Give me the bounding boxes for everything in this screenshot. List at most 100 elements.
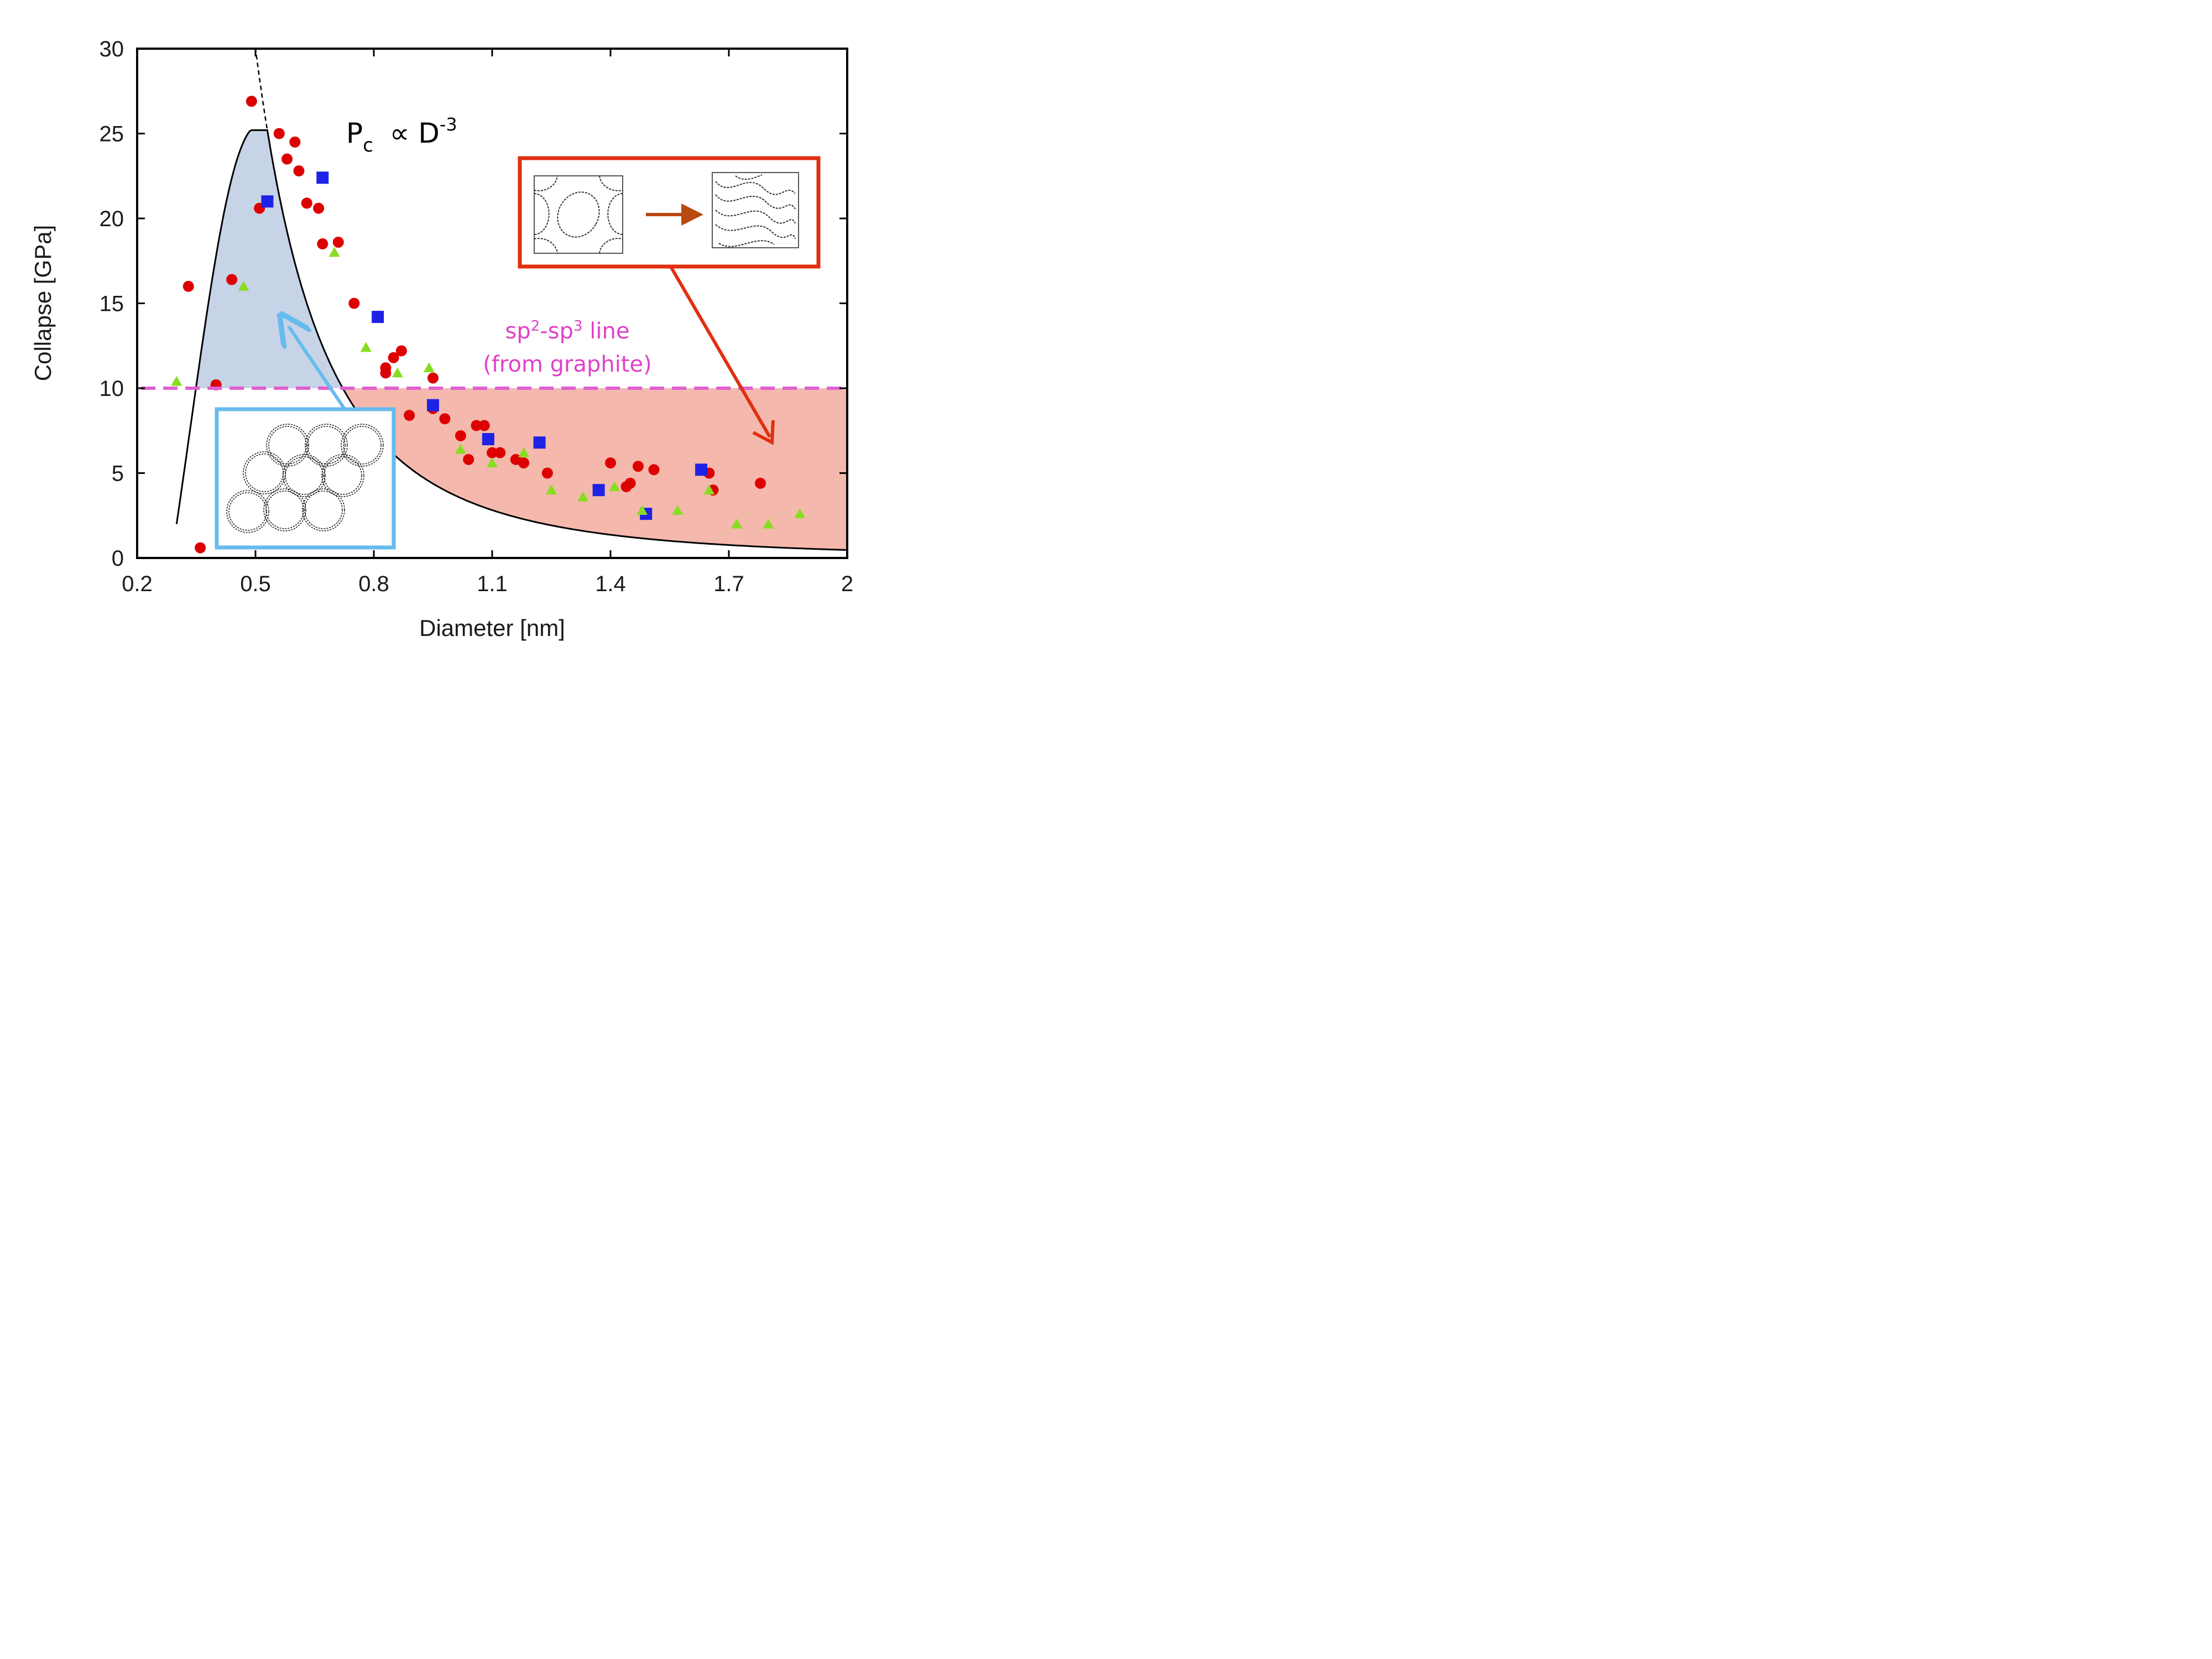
data-point-square <box>695 463 708 476</box>
lattice-ring <box>307 426 346 465</box>
data-point-triangle <box>455 444 466 454</box>
data-point-square <box>533 436 546 449</box>
lattice-ring <box>245 453 284 492</box>
x-tick-label: 1.1 <box>477 572 508 596</box>
data-point-triangle <box>423 362 435 373</box>
data-point-square <box>592 484 605 497</box>
data-point-circle <box>388 352 399 363</box>
data-point-triangle <box>487 457 498 468</box>
inset-ring-transformation <box>518 156 821 269</box>
law-superscript: -3 <box>440 114 457 135</box>
data-point-circle <box>755 477 766 489</box>
inset-red-frame <box>518 156 821 269</box>
x-tick-label: 1.7 <box>713 572 744 596</box>
data-point-triangle <box>546 484 557 495</box>
data-point-triangle <box>637 505 648 515</box>
data-point-circle <box>541 467 553 479</box>
lattice-ring-outer <box>341 424 384 467</box>
power-law-annotation: Pc ∝ D-3 <box>346 114 457 156</box>
sp-line-p2: -sp <box>540 319 573 344</box>
data-point-triangle <box>731 518 743 529</box>
data-point-circle <box>293 165 305 177</box>
data-point-circle <box>632 461 644 472</box>
shaded-region-red <box>344 388 847 550</box>
lattice-ring <box>324 456 362 495</box>
lattice-ring-outer <box>283 454 326 497</box>
rings-after-drawing <box>712 172 799 248</box>
y-tick-label: 20 <box>100 207 124 231</box>
red-arrow <box>670 267 771 438</box>
data-point-circle <box>455 430 466 441</box>
data-point-triangle <box>360 342 372 352</box>
data-point-square <box>261 195 274 208</box>
sp-line-label: sp2-sp3 line <box>505 318 630 344</box>
inset-nanotube-lattice <box>215 407 396 550</box>
data-point-triangle <box>609 481 620 492</box>
y-tick-label: 5 <box>112 462 124 486</box>
data-point-circle <box>289 136 301 148</box>
data-point-circle <box>182 280 194 292</box>
data-point-circle <box>281 153 293 165</box>
data-point-circle <box>478 420 490 431</box>
data-point-circle <box>404 410 415 421</box>
data-point-circle <box>317 238 328 250</box>
x-tick-label: 0.8 <box>358 572 389 596</box>
y-tick-label: 25 <box>100 122 124 147</box>
data-point-circle <box>380 367 392 379</box>
x-axis-label: Diameter [nm] <box>419 615 565 641</box>
data-point-circle <box>648 464 660 476</box>
data-point-triangle <box>577 491 589 502</box>
sp-line-p3: line <box>583 319 630 344</box>
y-tick-label: 15 <box>100 292 124 316</box>
law-subscript: c <box>363 134 373 156</box>
nanotube-lattice-drawing <box>226 424 384 533</box>
lattice-ring <box>268 426 307 465</box>
data-point-triangle <box>238 280 249 291</box>
data-point-circle <box>332 236 344 248</box>
data-point-circle <box>494 447 506 458</box>
lattice-ring <box>265 491 304 529</box>
data-point-square <box>482 433 494 446</box>
lattice-ring-outer <box>302 488 345 531</box>
data-point-circle <box>471 420 482 431</box>
axis-ticks <box>136 48 848 559</box>
data-point-circle <box>226 274 238 285</box>
data-point-circle <box>487 447 498 458</box>
lattice-ring-outer <box>305 424 348 467</box>
data-point-circle <box>463 453 474 465</box>
data-point-triangle <box>518 447 530 457</box>
data-point-triangle <box>392 367 403 378</box>
lattice-ring-outer <box>226 490 269 533</box>
data-point-circle <box>313 202 325 214</box>
red-arrow-head-icon <box>752 420 775 445</box>
lattice-ring-outer <box>263 488 306 531</box>
x-tick-label: 0.5 <box>240 572 271 596</box>
x-tick-label: 2 <box>841 572 853 596</box>
fit-curve <box>175 129 847 551</box>
data-point-circle <box>439 413 451 425</box>
data-point-square <box>427 399 439 411</box>
data-point-circle <box>518 457 530 469</box>
data-point-triangle <box>794 508 806 519</box>
law-mid: ∝ D <box>381 117 440 149</box>
data-point-circle <box>605 457 616 469</box>
lattice-ring-outer <box>266 424 309 467</box>
data-markers <box>171 96 806 554</box>
y-axis-label: Collapse [GPa] <box>30 225 56 381</box>
fit-curve-dashed-extension <box>254 49 287 228</box>
x-tick-label: 0.2 <box>122 572 153 596</box>
data-point-circle <box>427 372 439 384</box>
y-tick-label: 30 <box>100 37 124 61</box>
y-tick-label: 0 <box>112 546 124 571</box>
blue-arrow <box>289 326 346 409</box>
data-point-circle <box>195 542 206 554</box>
data-point-circle <box>246 96 257 107</box>
y-tick-label: 10 <box>100 377 124 401</box>
sp-line-p1: sp <box>505 319 531 344</box>
x-tick-label: 1.4 <box>595 572 626 596</box>
data-point-square <box>316 171 329 184</box>
lattice-ring <box>285 456 324 495</box>
lattice-ring <box>304 491 343 529</box>
